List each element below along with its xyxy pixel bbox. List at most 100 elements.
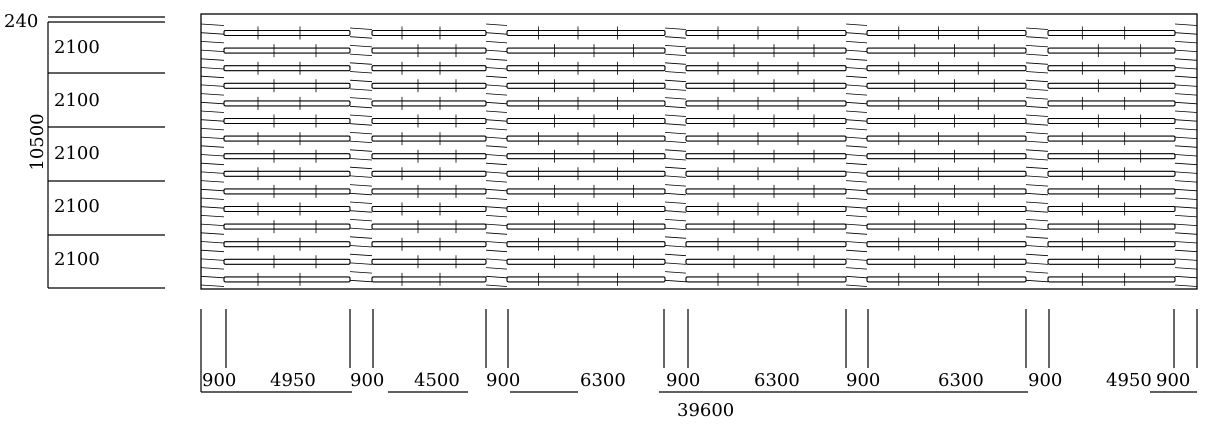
gap-line: [1025, 158, 1049, 161]
bar-4-15: [685, 276, 847, 283]
bar-3-5: [506, 100, 666, 107]
gap-line: [664, 53, 687, 56]
bar-3-2: [506, 47, 666, 54]
gap-line: [664, 140, 687, 143]
bar-4-10: [685, 188, 847, 195]
bar-5-12: [866, 223, 1027, 230]
gap-line: [845, 49, 868, 52]
row-height-label-2: 2100: [54, 90, 100, 111]
bar-2-11: [371, 205, 487, 213]
bar-1-14: [223, 258, 351, 265]
gap-line: [1025, 201, 1049, 204]
span-label-10: 6300: [938, 370, 984, 391]
span-label-2: 4950: [270, 370, 316, 391]
gap-line: [485, 197, 508, 200]
bar-3-13: [506, 241, 666, 248]
gap-line: [664, 27, 687, 30]
gap-line: [1174, 136, 1198, 139]
gap-line: [845, 188, 868, 192]
gap-line: [485, 223, 508, 226]
gap-line: [1174, 249, 1198, 253]
bar-4-7: [685, 135, 847, 142]
gap-line: [664, 219, 687, 222]
gap-line: [1174, 180, 1198, 183]
gap-line: [200, 258, 225, 261]
bar-4-3: [685, 65, 847, 72]
gap-line: [485, 49, 508, 52]
gap-line: [485, 93, 508, 96]
bar-2-13: [371, 241, 487, 248]
bar-4-4: [685, 82, 847, 89]
gap-line: [485, 101, 508, 105]
plan-layout: [200, 13, 1198, 290]
gap-line: [1174, 49, 1198, 52]
gap-line: [845, 267, 868, 270]
bar-1-5: [223, 100, 351, 107]
bar-3-11: [506, 205, 666, 213]
bar-6-8: [1047, 153, 1176, 160]
gap-line: [485, 180, 508, 183]
gap-line: [1174, 206, 1198, 209]
gap-line: [664, 79, 687, 83]
gap-line: [1025, 245, 1049, 248]
gap-line: [485, 67, 508, 70]
bar-4-5: [685, 100, 847, 107]
gap-line: [485, 249, 508, 253]
gap-line: [664, 236, 687, 239]
span-label-6: 6300: [580, 370, 626, 391]
left-dimension-group: [47, 16, 165, 289]
gap-line: [664, 71, 687, 74]
gap-line: [485, 206, 508, 209]
gap-line: [349, 279, 373, 283]
gap-line: [485, 258, 508, 261]
gap-line: [1025, 53, 1049, 56]
span-label-4: 4500: [414, 370, 460, 391]
gap-line: [1174, 119, 1198, 122]
gap-line: [664, 62, 687, 65]
bar-4-13: [685, 241, 847, 248]
span-label-1: 900: [202, 370, 236, 391]
gap-line: [1174, 75, 1198, 79]
gap-line: [1025, 88, 1049, 91]
bar-3-6: [506, 117, 666, 125]
gap-line: [1174, 32, 1198, 35]
gap-line: [349, 192, 373, 196]
bar-4-8: [685, 153, 847, 160]
gap-line: [485, 84, 508, 87]
bar-1-6: [223, 117, 351, 125]
gap-line: [1025, 192, 1049, 196]
gap-line: [664, 158, 687, 161]
total-height-label: 10500: [27, 113, 48, 170]
gap-line: [1025, 184, 1049, 187]
bar-2-8: [371, 153, 487, 160]
gap-line: [200, 23, 225, 26]
gap-line: [845, 110, 868, 113]
gap-line: [1025, 27, 1049, 30]
gap-line: [200, 136, 225, 139]
gap-line: [664, 97, 687, 100]
bar-5-3: [866, 65, 1027, 72]
gap-line: [200, 197, 225, 200]
bar-1-13: [223, 241, 351, 248]
gap-line: [485, 75, 508, 79]
bar-6-10: [1047, 188, 1176, 195]
bar-2-2: [371, 47, 487, 54]
bar-1-15: [223, 276, 351, 283]
bar-2-9: [371, 170, 487, 177]
bar-1-4: [223, 82, 351, 89]
gap-line: [1174, 162, 1198, 166]
gap-line: [349, 184, 373, 187]
gap-line: [485, 128, 508, 131]
gap-line: [664, 210, 687, 213]
bar-6-4: [1047, 82, 1176, 89]
gap-line: [664, 262, 687, 265]
bar-6-15: [1047, 276, 1176, 283]
gap-line: [349, 27, 373, 30]
gap-line: [845, 232, 868, 235]
gap-line: [664, 245, 687, 248]
bar-3-8: [506, 153, 666, 160]
gap-line: [485, 241, 508, 244]
gap-line: [200, 241, 225, 244]
bar-4-14: [685, 258, 847, 265]
gap-line: [845, 154, 868, 157]
